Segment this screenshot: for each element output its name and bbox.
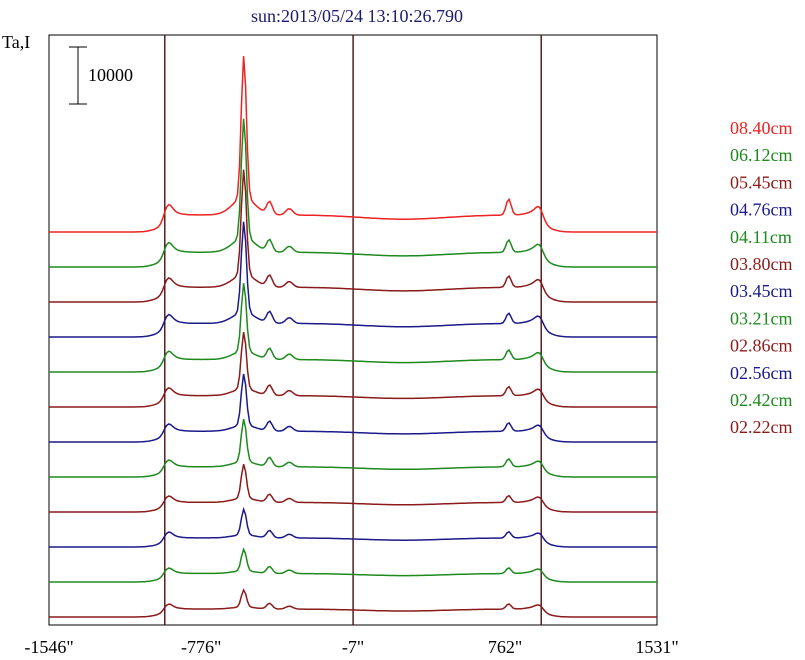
x-tick-label: 762" <box>488 637 522 657</box>
series-line-02.56cm <box>49 506 657 548</box>
legend-entry: 06.12cm <box>730 145 793 165</box>
legend-entry: 08.40cm <box>730 118 793 138</box>
legend-entry: 05.45cm <box>730 172 793 192</box>
series-line-05.45cm <box>49 169 657 303</box>
series-line-03.45cm <box>49 373 657 443</box>
legend-entry: 04.76cm <box>730 200 793 220</box>
legend-entry: 03.80cm <box>730 254 793 274</box>
x-tick-label: -776" <box>181 637 221 657</box>
legend: 08.40cm 06.12cm 05.45cm 04.76cm 04.11cm 03.80… <box>730 118 793 437</box>
series-group <box>49 56 657 618</box>
x-axis-ticks: -1546" -776" -7" 762" 1531" <box>24 637 678 657</box>
series-line-06.12cm <box>49 118 657 268</box>
scale-bar: 10000 <box>69 46 133 105</box>
series-line-08.40cm <box>49 56 657 233</box>
legend-entry: 02.86cm <box>730 336 793 356</box>
series-line-04.76cm <box>49 221 657 338</box>
legend-entry: 02.42cm <box>730 390 793 410</box>
legend-entry: 02.56cm <box>730 363 793 383</box>
series-line-04.11cm <box>49 283 657 373</box>
series-line-03.80cm <box>49 331 657 408</box>
legend-entry: 03.21cm <box>730 308 793 328</box>
chart-title: sun:2013/05/24 13:10:26.790 <box>251 6 463 26</box>
vertical-markers <box>164 35 542 625</box>
legend-entry: 02.22cm <box>730 417 793 437</box>
y-axis-label: Ta,I <box>2 32 30 52</box>
legend-entry: 04.11cm <box>730 227 792 247</box>
series-line-03.21cm <box>49 418 657 478</box>
x-tick-label: -1546" <box>24 637 73 657</box>
series-line-02.86cm <box>49 464 657 513</box>
x-tick-label: -7" <box>342 637 364 657</box>
scale-bar-label: 10000 <box>88 65 133 85</box>
series-line-02.42cm <box>49 547 657 583</box>
legend-entry: 03.45cm <box>730 281 793 301</box>
x-tick-label: 1531" <box>635 637 678 657</box>
series-line-02.22cm <box>49 588 657 618</box>
